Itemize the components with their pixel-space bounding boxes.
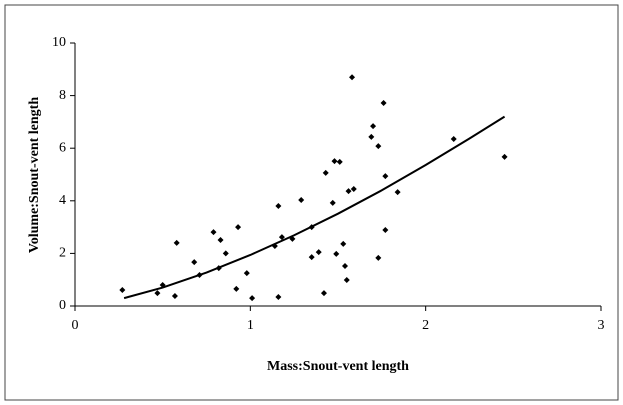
data-point <box>345 188 352 195</box>
data-point <box>235 224 242 231</box>
data-point <box>333 250 340 257</box>
data-point <box>375 143 382 150</box>
data-point <box>275 294 282 301</box>
y-tick-label: 10 <box>52 35 66 50</box>
data-point <box>278 234 285 241</box>
data-point <box>191 259 198 266</box>
data-point <box>217 236 224 243</box>
data-point <box>315 249 322 256</box>
y-tick-label: 2 <box>59 246 66 261</box>
data-point <box>173 239 180 246</box>
data-point <box>308 254 315 261</box>
data-point <box>320 290 327 297</box>
data-point <box>171 293 178 300</box>
x-tick-label: 2 <box>422 318 429 333</box>
data-point <box>119 286 126 293</box>
data-point <box>331 158 338 165</box>
data-point <box>501 153 508 160</box>
data-point <box>210 229 217 236</box>
data-point <box>336 158 343 165</box>
y-tick-label: 6 <box>59 140 66 155</box>
x-tick-label: 1 <box>247 318 254 333</box>
x-axis-label: Mass:Snout-vent length <box>267 359 409 374</box>
y-axis-label: Volume:Snout-vent length <box>27 97 42 253</box>
data-point <box>340 240 347 247</box>
data-point <box>368 133 375 140</box>
data-point <box>298 197 305 204</box>
y-tick-label: 4 <box>59 193 66 208</box>
chart-frame <box>4 4 619 401</box>
data-point <box>350 185 357 192</box>
data-point <box>233 285 240 292</box>
data-point <box>322 169 329 176</box>
data-point <box>154 290 161 297</box>
data-point <box>243 270 250 277</box>
data-point <box>375 254 382 261</box>
data-point <box>382 226 389 233</box>
data-point <box>249 295 256 302</box>
data-point <box>275 203 282 210</box>
data-point <box>329 199 336 206</box>
data-point <box>343 276 350 283</box>
data-point <box>394 189 401 196</box>
trend-line <box>123 115 506 300</box>
data-point <box>349 74 356 81</box>
y-tick-label: 0 <box>59 298 66 313</box>
x-tick-label: 3 <box>598 318 605 333</box>
data-point <box>370 123 377 130</box>
data-point <box>450 135 457 142</box>
y-tick-label: 8 <box>59 88 66 103</box>
data-point <box>222 250 229 257</box>
data-point <box>342 263 349 270</box>
x-tick-label: 0 <box>72 318 79 333</box>
data-point <box>380 99 387 106</box>
data-point <box>382 173 389 180</box>
